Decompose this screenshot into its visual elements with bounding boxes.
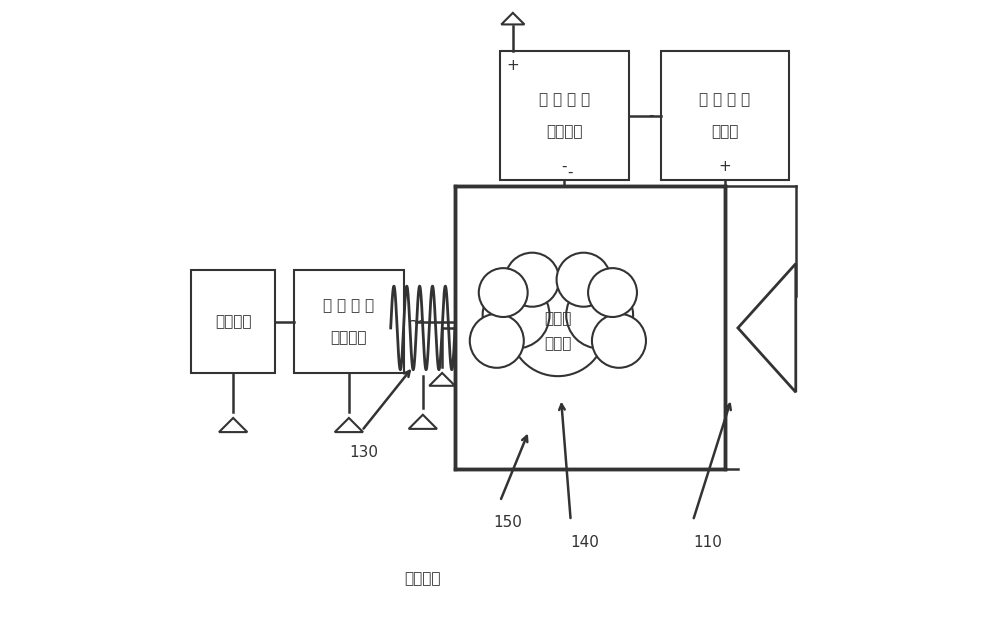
Circle shape	[470, 314, 524, 368]
Polygon shape	[429, 373, 455, 386]
Circle shape	[510, 280, 606, 376]
Text: 150: 150	[494, 515, 522, 530]
Text: -: -	[562, 159, 567, 174]
Text: 130: 130	[349, 444, 378, 460]
Polygon shape	[335, 418, 363, 432]
Text: 射频电源: 射频电源	[215, 314, 251, 329]
FancyBboxPatch shape	[500, 51, 629, 180]
Polygon shape	[219, 418, 247, 432]
Circle shape	[592, 314, 646, 368]
Text: 正离子: 正离子	[544, 311, 572, 326]
Text: +: +	[506, 58, 519, 73]
Circle shape	[505, 253, 559, 307]
Text: 极电源: 极电源	[711, 124, 739, 140]
FancyBboxPatch shape	[191, 270, 275, 373]
Polygon shape	[409, 415, 437, 429]
Text: 140: 140	[571, 534, 600, 550]
Text: 匹配网络: 匹配网络	[331, 330, 367, 345]
Circle shape	[588, 268, 637, 317]
Text: +: +	[719, 159, 731, 174]
Text: -: -	[648, 108, 653, 123]
Text: 集极电源: 集极电源	[546, 124, 583, 140]
Text: 起 辉 维 持: 起 辉 维 持	[699, 92, 751, 107]
Text: 110: 110	[693, 534, 722, 550]
Circle shape	[557, 253, 611, 307]
Polygon shape	[501, 13, 524, 24]
Text: -: -	[568, 165, 573, 180]
Text: 射 频 感 抗: 射 频 感 抗	[323, 298, 374, 313]
Circle shape	[479, 268, 528, 317]
Text: 正 离 子 收: 正 离 子 收	[539, 92, 590, 107]
Polygon shape	[738, 264, 796, 392]
Circle shape	[483, 282, 550, 349]
Text: 惰性气体: 惰性气体	[405, 571, 441, 586]
FancyBboxPatch shape	[455, 186, 725, 469]
Circle shape	[566, 282, 633, 349]
Text: 收集极: 收集极	[544, 336, 572, 352]
FancyBboxPatch shape	[294, 270, 404, 373]
Text: ~: ~	[407, 312, 422, 331]
FancyBboxPatch shape	[661, 51, 789, 180]
